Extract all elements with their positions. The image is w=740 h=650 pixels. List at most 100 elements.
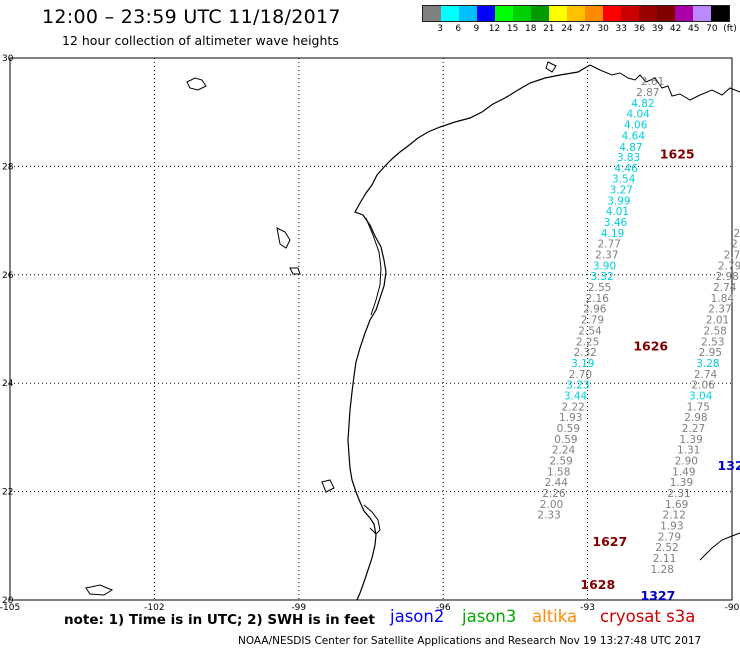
wave-height-value: 2.37	[595, 250, 618, 262]
wave-height-value: 2.77	[598, 239, 621, 251]
color-swatch	[567, 6, 585, 21]
wave-height-value: 2.06	[691, 380, 715, 392]
color-scale-label: 33	[615, 24, 628, 34]
color-swatch	[585, 6, 603, 21]
wave-height-value: 2.11	[653, 553, 676, 565]
wave-height-value: 0.59	[557, 423, 580, 435]
wave-height-value: 3.99	[607, 195, 630, 207]
color-swatch	[477, 6, 495, 21]
longitude-label: -96	[436, 603, 451, 613]
wave-height-value: 2.22	[561, 401, 584, 413]
color-swatch	[657, 6, 675, 21]
map-frame	[9, 57, 733, 601]
pass-number-label: 1628	[580, 577, 615, 592]
mexico-lagoon	[363, 504, 381, 535]
gulf-coastline	[347, 64, 591, 601]
island-lake-4	[85, 584, 114, 596]
latitude-label: 22	[2, 488, 13, 498]
wave-height-value: 1.93	[660, 521, 683, 533]
wave-height-value: 3.27	[610, 185, 633, 197]
page-subtitle: 12 hour collection of altimeter wave hei…	[62, 33, 339, 48]
wave-height-value: 1.39	[679, 434, 702, 446]
pass-number-label: 1328	[718, 458, 740, 473]
color-scale-label: 30	[597, 24, 609, 34]
wave-height-value: 2.70	[569, 369, 592, 381]
observation-values: 2.612.874.824.044.064.644.873.834.463.54…	[537, 76, 740, 576]
louisiana-coast	[589, 64, 740, 101]
wave-height-value: 3.83	[617, 152, 640, 164]
wave-height-value: 4.04	[626, 109, 650, 121]
credit-line: NOAA/NESDIS Center for Satellite Applica…	[238, 635, 702, 647]
wave-height-value: 2.90	[675, 456, 698, 468]
wave-height-value: 2.87	[636, 87, 659, 99]
wave-height-value: 2.79	[718, 260, 740, 272]
color-scale-bar	[422, 5, 730, 22]
wave-height-value: 3.28	[696, 358, 719, 370]
island-lake-2	[276, 227, 291, 249]
color-swatch	[675, 6, 693, 21]
wave-height-value: 2.96	[583, 304, 607, 316]
longitude-label: -93	[580, 603, 595, 613]
wave-height-value: 2	[733, 228, 740, 240]
wave-height-value: 3.46	[604, 217, 628, 229]
satellite-jason2: jason2	[390, 607, 445, 626]
island-lake-6	[545, 61, 557, 73]
wave-height-value: 1.39	[670, 477, 693, 489]
wave-height-value: 3.54	[612, 174, 636, 186]
wave-height-value: 2.59	[549, 456, 572, 468]
wave-height-value: 2.74	[713, 282, 737, 294]
color-scale-label: 42	[669, 24, 682, 34]
color-scale-label: 18	[524, 24, 537, 34]
map-grid: 30 28 26 24 22 20-105 -102 -99 -96 -93 -90	[0, 54, 740, 613]
wave-height-value: 2.01	[706, 315, 729, 327]
wave-height-value: 3.32	[590, 271, 613, 283]
coastline	[85, 61, 740, 601]
island-lake-3	[289, 267, 301, 275]
wave-height-value: 2.44	[545, 477, 569, 489]
color-swatch	[495, 6, 513, 21]
color-scale-label: 36	[633, 24, 646, 34]
color-scale-label: 27	[579, 24, 591, 34]
wave-height-value: 0.59	[554, 434, 577, 446]
color-scale-label: 45	[688, 24, 700, 34]
wave-height-value: 2.54	[578, 325, 602, 337]
wave-height-value: 2.24	[552, 445, 576, 457]
color-swatch	[513, 6, 531, 21]
color-scale-labels: 3 6 9 12 15 18 21 24 27 30 33 36 39 42 45 70 (ft)	[422, 22, 737, 36]
longitude-label: -105	[0, 603, 20, 613]
color-scale-label: 70	[706, 24, 718, 34]
wave-height-value: 2.79	[581, 315, 604, 327]
wave-height-value: 2.16	[586, 293, 610, 305]
wave-height-value: 4.87	[619, 142, 642, 154]
satellite-jason3: jason3	[462, 607, 517, 626]
wave-height-value: 2.53	[701, 336, 724, 348]
color-scale-label: 21	[543, 24, 555, 34]
color-swatch	[603, 6, 621, 21]
longitude-label: -102	[144, 603, 164, 613]
wave-height-value: 1.69	[665, 499, 688, 511]
latitude-label: 28	[2, 162, 14, 172]
color-swatch	[621, 6, 639, 21]
wave-height-value: 3.04	[689, 390, 713, 402]
pass-number-label: 1627	[592, 534, 627, 549]
satellite-cryosat-s3a: cryosat s3a	[600, 607, 696, 626]
wave-height-value: 3.23	[566, 380, 589, 392]
wave-height-value: 2.27	[682, 423, 705, 435]
wave-height-value: 1.75	[687, 401, 710, 413]
units-note: note: 1) Time is in UTC; 2) SWH is in fe…	[64, 612, 375, 628]
wave-height-value: 2.95	[699, 347, 722, 359]
wave-height-value: 1.84	[711, 293, 735, 305]
island-lake-1	[186, 77, 207, 91]
pass-number-label: 1626	[633, 339, 668, 354]
wave-height-value: 2.00	[540, 499, 563, 511]
wave-height-value: 3.44	[564, 390, 588, 402]
wave-height-value: 3.19	[571, 358, 594, 370]
island-lake-5	[321, 479, 335, 493]
wave-height-value: 2.12	[663, 510, 686, 522]
longitude-label: -99	[291, 603, 306, 613]
wave-height-value: 2.31	[667, 488, 690, 500]
page-title: 12:00 – 23:59 UTC 11/18/2017	[42, 6, 341, 28]
color-swatch	[549, 6, 567, 21]
color-swatch	[693, 6, 711, 21]
